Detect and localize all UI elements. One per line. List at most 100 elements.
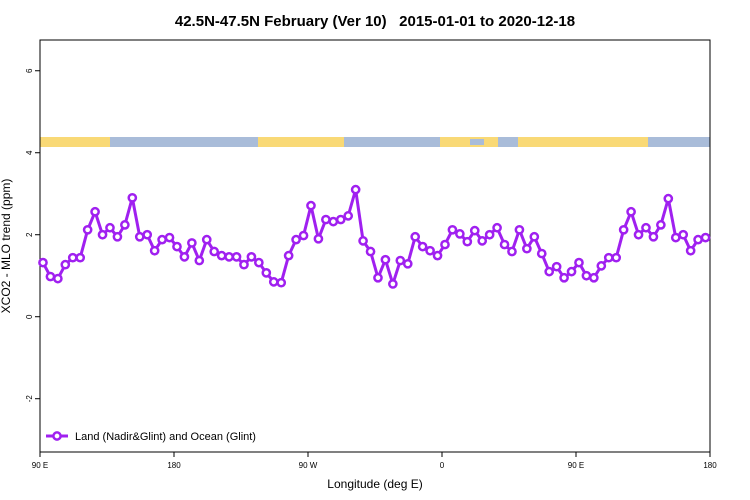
data-point xyxy=(343,211,354,221)
data-point xyxy=(365,246,376,257)
data-point xyxy=(395,255,406,266)
data-point xyxy=(551,261,562,272)
data-point xyxy=(321,214,331,225)
data-point xyxy=(440,239,450,250)
plot-box xyxy=(39,39,711,453)
data-point xyxy=(239,259,249,270)
x-tick-label: 90 E xyxy=(568,461,584,470)
data-point xyxy=(298,230,309,241)
data-point xyxy=(246,252,257,262)
data-point xyxy=(581,270,592,281)
data-point xyxy=(97,229,108,240)
land-ocean-mask xyxy=(40,137,710,147)
data-point xyxy=(134,231,145,242)
data-point xyxy=(388,279,398,289)
data-point xyxy=(522,243,532,254)
data-point xyxy=(313,233,324,244)
ocean-strip xyxy=(110,137,258,147)
data-point xyxy=(224,252,234,262)
data-point xyxy=(82,224,93,235)
data-point xyxy=(544,266,555,277)
data-point xyxy=(700,232,711,243)
data-point xyxy=(633,229,644,240)
x-tick-label: 180 xyxy=(703,461,717,470)
data-point xyxy=(641,222,651,233)
data-point xyxy=(142,229,153,240)
ocean-strip xyxy=(648,137,710,147)
data-point xyxy=(261,268,272,278)
data-point xyxy=(507,246,517,257)
data-point xyxy=(462,236,473,247)
data-point xyxy=(402,258,413,269)
land-strip xyxy=(40,137,110,147)
data-point xyxy=(678,229,689,240)
data-point xyxy=(477,236,488,246)
legend-label: Land (Nadir&Glint) and Ocean (Glint) xyxy=(75,431,256,443)
data-point xyxy=(611,252,622,263)
data-point xyxy=(559,272,569,283)
ocean-strip xyxy=(470,139,484,145)
data-point xyxy=(172,241,182,252)
data-point xyxy=(618,224,629,235)
data-point xyxy=(105,222,115,233)
legend-marker xyxy=(52,431,62,441)
ocean-strip xyxy=(498,137,518,147)
data-point xyxy=(127,192,138,203)
data-point xyxy=(492,222,502,233)
data-point xyxy=(283,250,294,261)
ocean-strip xyxy=(344,137,440,147)
chart-title: 42.5N-47.5N February (Ver 10) 2015-01-01… xyxy=(175,13,575,30)
data-point xyxy=(469,225,480,236)
data-point xyxy=(514,224,525,235)
y-tick-label: 6 xyxy=(25,68,34,73)
x-axis-label: Longitude (deg E) xyxy=(327,477,422,491)
y-axis-label: XCO2 - MLO trend (ppm) xyxy=(0,179,13,314)
data-point xyxy=(194,255,205,266)
data-point xyxy=(53,273,63,284)
data-point xyxy=(201,234,212,245)
data-point xyxy=(484,229,495,240)
x-tick-label: 180 xyxy=(167,461,181,470)
x-tick-label: 0 xyxy=(440,461,445,470)
data-point xyxy=(306,200,316,211)
data-point xyxy=(626,206,636,217)
data-point xyxy=(455,229,465,239)
data-point xyxy=(529,231,540,242)
data-point xyxy=(276,277,287,288)
data-point xyxy=(425,245,435,256)
data-point xyxy=(432,250,443,261)
data-point xyxy=(447,224,458,235)
data-point xyxy=(574,257,584,268)
data-point xyxy=(373,272,383,283)
y-tick-label: 2 xyxy=(25,232,34,237)
y-tick-label: 4 xyxy=(25,150,34,155)
data-point xyxy=(596,261,607,271)
data-point xyxy=(685,245,696,256)
data-point xyxy=(157,234,167,245)
land-strip xyxy=(258,137,344,147)
data-point xyxy=(648,231,659,242)
data-point xyxy=(164,232,175,243)
data-point xyxy=(350,184,361,195)
data-point xyxy=(499,239,510,250)
data-point xyxy=(536,248,547,259)
data-point xyxy=(112,231,123,242)
data-point xyxy=(410,231,421,242)
data-point xyxy=(328,216,339,227)
data-point xyxy=(566,266,577,277)
data-point xyxy=(90,206,100,217)
data-point xyxy=(589,272,599,283)
data-point xyxy=(693,234,703,245)
data-point xyxy=(603,252,614,263)
data-point xyxy=(291,234,301,245)
data-point xyxy=(216,250,227,261)
data-point xyxy=(67,252,78,263)
land-strip xyxy=(522,137,648,147)
x-tick-label: 90 W xyxy=(299,461,318,470)
data-point xyxy=(75,252,86,263)
data-point xyxy=(38,257,48,268)
data-point xyxy=(209,246,220,257)
data-point xyxy=(380,254,391,265)
data-point xyxy=(656,220,666,230)
